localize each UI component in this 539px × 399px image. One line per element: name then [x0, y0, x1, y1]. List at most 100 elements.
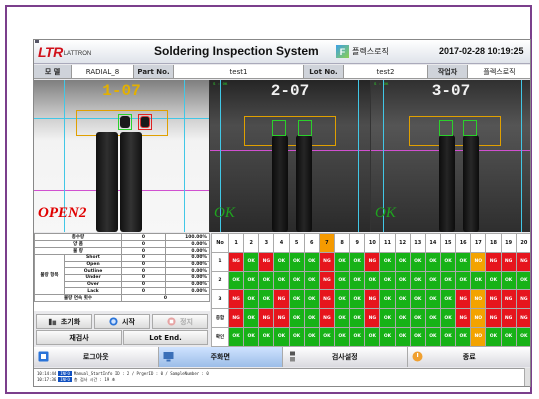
grid-result-cell[interactable]: OK	[243, 326, 260, 347]
grid-result-cell[interactable]: OK	[439, 326, 457, 347]
grid-result-cell[interactable]: NG	[500, 308, 517, 328]
grid-result-cell[interactable]: NG	[485, 289, 502, 310]
grid-column-header[interactable]: 13	[409, 233, 426, 253]
grid-result-cell[interactable]: OK	[439, 270, 457, 291]
grid-result-cell[interactable]: OK	[303, 289, 320, 310]
grid-result-cell[interactable]: OK	[288, 289, 305, 310]
grid-result-cell[interactable]: OK	[379, 308, 396, 328]
grid-result-cell[interactable]: NG	[318, 270, 335, 291]
grid-result-cell[interactable]: OK	[394, 251, 411, 272]
grid-result-cell[interactable]: OK	[364, 270, 381, 291]
grid-result-cell[interactable]: OK	[409, 326, 426, 347]
grid-result-cell[interactable]: OK	[288, 308, 305, 328]
grid-result-cell[interactable]: NG	[455, 289, 472, 310]
grid-result-cell[interactable]: OK	[394, 289, 411, 310]
grid-result-cell[interactable]: OK	[273, 270, 290, 291]
grid-column-header[interactable]: 10	[364, 233, 381, 253]
grid-result-cell[interactable]: OK	[439, 251, 457, 272]
grid-result-cell[interactable]: OK	[409, 251, 426, 272]
grid-result-cell[interactable]: OK	[439, 289, 457, 310]
grid-column-header[interactable]: 5	[288, 233, 305, 253]
grid-result-cell[interactable]: OK	[439, 308, 457, 328]
grid-result-cell[interactable]: NG	[273, 308, 290, 328]
grid-result-cell[interactable]: OK	[243, 289, 260, 310]
grid-result-cell[interactable]: NO	[470, 308, 487, 328]
exit-button[interactable]: 종료	[407, 347, 530, 367]
grid-column-header[interactable]: 19	[500, 233, 517, 253]
stop-button[interactable]: 정지	[152, 314, 208, 329]
grid-result-cell[interactable]: NG	[515, 289, 530, 310]
grid-column-header[interactable]: 2	[243, 233, 260, 253]
grid-column-header[interactable]: 20	[515, 233, 530, 253]
grid-result-cell[interactable]: OK	[485, 326, 502, 347]
grid-column-header[interactable]: 4	[273, 233, 290, 253]
grid-result-cell[interactable]: OK	[455, 326, 472, 347]
grid-result-cell[interactable]: NG	[227, 289, 245, 310]
grid-result-cell[interactable]: NG	[364, 289, 381, 310]
grid-column-header[interactable]: 9	[349, 233, 366, 253]
grid-result-cell[interactable]: OK	[333, 270, 351, 291]
grid-result-cell[interactable]: OK	[455, 251, 472, 272]
camera-view-3[interactable]: S : OK 3-07 OK	[371, 80, 530, 232]
grid-column-header[interactable]: 15	[439, 233, 457, 253]
lot-end-button[interactable]: Lot End.	[123, 330, 208, 345]
operator-value[interactable]: 플렉스로직	[468, 65, 530, 79]
grid-column-header[interactable]: 18	[485, 233, 502, 253]
grid-result-cell[interactable]: NG	[364, 251, 381, 272]
grid-result-cell[interactable]: OK	[455, 270, 472, 291]
grid-result-cell[interactable]: OK	[318, 326, 335, 347]
grid-result-cell[interactable]: OK	[243, 308, 260, 328]
grid-result-cell[interactable]: OK	[409, 289, 426, 310]
grid-column-header[interactable]: 3	[258, 233, 275, 253]
grid-result-cell[interactable]: OK	[424, 270, 441, 291]
grid-result-cell[interactable]: OK	[333, 251, 351, 272]
start-button[interactable]: 시작	[94, 314, 150, 329]
grid-result-cell[interactable]: OK	[333, 308, 351, 328]
grid-result-cell[interactable]: OK	[333, 289, 351, 310]
grid-result-cell[interactable]: OK	[258, 270, 275, 291]
grid-result-cell[interactable]: OK	[409, 270, 426, 291]
grid-result-cell[interactable]: OK	[379, 289, 396, 310]
grid-result-cell[interactable]: NG	[318, 308, 335, 328]
lot-no-value[interactable]: test2	[344, 65, 428, 79]
grid-result-cell[interactable]: NG	[227, 251, 245, 272]
grid-result-cell[interactable]: OK	[409, 308, 426, 328]
grid-result-cell[interactable]: NO	[470, 326, 487, 347]
grid-result-cell[interactable]: NG	[227, 308, 245, 328]
grid-result-cell[interactable]: NO	[470, 289, 487, 310]
grid-result-cell[interactable]: OK	[485, 270, 502, 291]
grid-result-cell[interactable]: OK	[349, 270, 366, 291]
grid-result-cell[interactable]: OK	[303, 326, 320, 347]
grid-result-cell[interactable]: NG	[258, 308, 275, 328]
grid-result-cell[interactable]: NG	[515, 251, 530, 272]
grid-result-cell[interactable]: OK	[273, 326, 290, 347]
grid-column-header[interactable]: 12	[394, 233, 411, 253]
grid-result-cell[interactable]: NG	[364, 308, 381, 328]
grid-result-cell[interactable]: OK	[394, 308, 411, 328]
grid-result-cell[interactable]: OK	[227, 326, 245, 347]
grid-result-cell[interactable]: OK	[364, 326, 381, 347]
main-screen-button[interactable]: 주화면	[158, 347, 283, 367]
log-scrollbar[interactable]	[524, 368, 530, 386]
grid-column-header[interactable]: 1	[227, 233, 245, 253]
camera-view-1[interactable]: 1-07 OPEN2	[34, 80, 210, 232]
grid-result-cell[interactable]: OK	[349, 326, 366, 347]
grid-result-cell[interactable]: OK	[500, 326, 517, 347]
grid-result-cell[interactable]: NG	[500, 289, 517, 310]
grid-result-cell[interactable]: OK	[349, 308, 366, 328]
grid-result-cell[interactable]: OK	[394, 326, 411, 347]
grid-result-cell[interactable]: OK	[379, 326, 396, 347]
grid-result-cell[interactable]: OK	[515, 326, 530, 347]
grid-column-header[interactable]: 7	[318, 233, 335, 253]
grid-result-cell[interactable]: OK	[379, 251, 396, 272]
grid-result-cell[interactable]: NG	[273, 289, 290, 310]
grid-result-cell[interactable]: OK	[288, 326, 305, 347]
grid-result-cell[interactable]: OK	[243, 251, 260, 272]
retest-button[interactable]: 재검사	[36, 330, 122, 345]
grid-result-cell[interactable]: OK	[379, 270, 396, 291]
grid-result-cell[interactable]: OK	[303, 270, 320, 291]
inspection-settings-button[interactable]: 검사설정	[283, 347, 408, 367]
grid-column-header[interactable]: 14	[424, 233, 441, 253]
grid-result-cell[interactable]: OK	[227, 270, 245, 291]
grid-result-cell[interactable]: NG	[485, 308, 502, 328]
